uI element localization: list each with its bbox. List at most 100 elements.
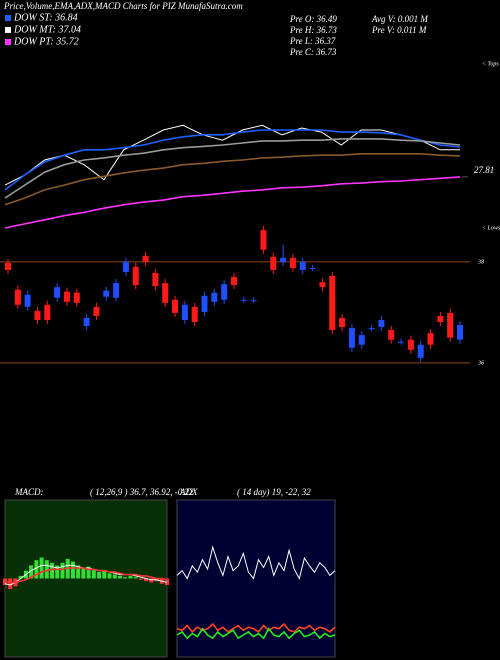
histogram-bar: [144, 578, 149, 582]
legend-swatch: [5, 15, 11, 21]
candle-body: [289, 257, 296, 268]
histogram-bar: [102, 570, 107, 579]
candle-body: [191, 306, 198, 323]
page-title: Price,Volume,EMA,ADX,MACD Charts for PIZ…: [3, 1, 243, 11]
candle-body: [103, 290, 110, 297]
histogram-bar: [44, 560, 49, 579]
info-text: Pre H: 36.73: [289, 25, 337, 35]
histogram-bar: [128, 575, 133, 579]
series-line: [4, 153, 461, 206]
histogram-bar: [29, 565, 34, 579]
series-line: [4, 124, 460, 186]
candle-body: [142, 255, 149, 262]
series-line: [176, 627, 336, 640]
candle-body: [437, 315, 444, 323]
info-text: Pre V: 0.011 M: [371, 25, 427, 35]
info-text: Pre O: 36.49: [289, 14, 337, 24]
histogram-bar: [165, 578, 169, 586]
candle-body: [93, 306, 100, 316]
series-line: [4, 176, 461, 229]
histogram-bar: [123, 577, 128, 579]
histogram-bar: [18, 575, 23, 579]
candle-body: [132, 266, 139, 286]
candle-body: [417, 344, 424, 358]
candle-body: [348, 328, 355, 348]
candle-body: [447, 312, 454, 338]
legend-label: DOW PT: 35.72: [13, 36, 79, 47]
histogram-bar: [138, 578, 143, 580]
candle-body: [122, 261, 129, 272]
candle-body: [83, 317, 90, 327]
candle-body: [457, 325, 463, 340]
candle-body: [319, 282, 326, 288]
candle-body: [329, 276, 336, 331]
candle-body: [250, 300, 257, 302]
info-text: Pre L: 36.37: [289, 36, 336, 46]
histogram-bar: [34, 560, 39, 579]
candle-body: [407, 339, 414, 350]
legend-swatch: [5, 27, 11, 33]
panel-subtitle: ( 12,26,9 ) 36.7, 36.92, -0.22: [90, 487, 194, 497]
candle-body: [44, 304, 51, 320]
histogram-bar: [60, 562, 65, 579]
candle-body: [309, 267, 316, 269]
candle-body: [34, 310, 41, 320]
candle-body: [172, 299, 179, 313]
histogram-bar: [117, 575, 122, 579]
series-line: [4, 138, 461, 199]
histogram-bar: [91, 569, 96, 579]
candle-body: [221, 284, 228, 300]
candle-body: [5, 262, 11, 270]
histogram-bar: [107, 573, 112, 579]
candle-body: [270, 256, 277, 270]
y-tick-label: 38: [477, 259, 484, 265]
candle-body: [54, 287, 61, 298]
candle-body: [280, 257, 287, 262]
histogram-bar: [50, 562, 55, 579]
series-line: [4, 567, 168, 584]
histogram-bar: [55, 565, 60, 579]
candle-body: [181, 304, 188, 320]
candle-body: [152, 272, 159, 287]
annotation: < Tops: [482, 61, 499, 67]
candle-body: [378, 319, 385, 328]
legend-label: DOW MT: 37.04: [13, 24, 81, 35]
histogram-bar: [76, 565, 81, 579]
series-line: [176, 545, 336, 580]
candle-body: [113, 283, 120, 298]
histogram-bar: [97, 571, 102, 579]
candle-body: [299, 261, 306, 270]
annotation: < Lows: [482, 225, 500, 231]
legend-swatch: [5, 39, 11, 45]
histogram-bar: [133, 577, 138, 579]
histogram-bar: [81, 568, 86, 579]
legend-label: DOW ST: 36.84: [13, 12, 78, 23]
candle-body: [162, 283, 169, 303]
candle-body: [14, 289, 21, 305]
candle-body: [201, 295, 208, 312]
candle-body: [260, 230, 267, 250]
panel-title: ADX: [179, 487, 198, 497]
histogram-bar: [70, 561, 75, 579]
panel-subtitle: ( 14 day) 19, -22, 32: [237, 487, 311, 497]
candle-body: [231, 277, 237, 286]
info-text: Avg V: 0.001 M: [371, 14, 428, 24]
candle-body: [211, 292, 218, 302]
panel-title: MACD:: [14, 487, 44, 497]
series-line: [4, 129, 461, 191]
candle-body: [368, 328, 375, 330]
candle-body: [63, 291, 70, 302]
candle-body: [358, 335, 365, 345]
info-text: Pre C: 36.73: [289, 47, 337, 57]
histogram-bar: [149, 578, 154, 583]
candle-body: [388, 330, 395, 340]
candle-body: [240, 299, 247, 301]
candle-body: [73, 292, 80, 303]
candle-body: [24, 294, 31, 307]
histogram-bar: [8, 578, 13, 589]
histogram-bar: [39, 557, 44, 579]
candle-body: [398, 341, 405, 343]
y-tick-label: 36: [477, 360, 484, 366]
histogram-bar: [112, 574, 117, 579]
